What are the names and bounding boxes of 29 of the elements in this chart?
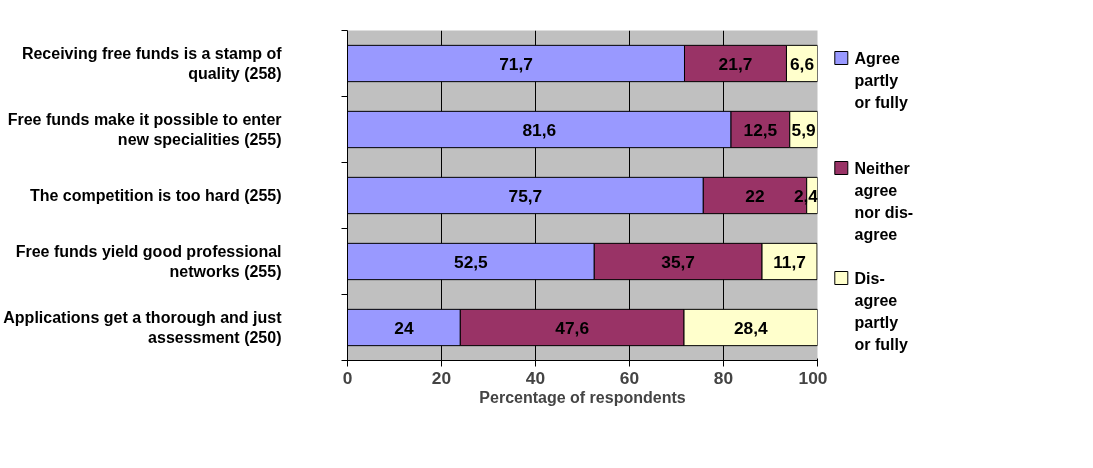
data-label: 28,4 xyxy=(733,317,768,338)
data-label: 5,9 xyxy=(791,119,816,140)
data-label: 6,6 xyxy=(789,53,815,74)
data-label: 71,7 xyxy=(499,53,533,74)
data-label: 21,7 xyxy=(718,53,753,74)
data-label: 24 xyxy=(394,317,414,338)
data-label: 12,5 xyxy=(743,119,778,140)
data-label: 22 xyxy=(745,185,765,206)
data-label: 75,7 xyxy=(508,185,543,206)
data-label: 47,6 xyxy=(555,317,590,338)
legend-label: Neither agree nor dis-agree xyxy=(854,160,914,244)
legend-label: Agree partly or fully xyxy=(854,50,908,112)
data-label: 81,6 xyxy=(522,119,557,140)
legend-label: Dis-agree partly or fully xyxy=(854,270,908,354)
x-tick-label: 80 xyxy=(713,367,734,388)
data-label: 35,7 xyxy=(661,251,696,272)
data-label: 11,7 xyxy=(773,251,806,272)
data-label: 52,5 xyxy=(454,251,489,272)
y-tick-label: Free funds make it possible to enter new specialities (255) xyxy=(7,110,282,149)
y-tick-label: The competition is too hard (255) xyxy=(29,187,282,204)
y-tick-label: Applications get a thorough and just assessment (250) xyxy=(3,308,283,347)
x-axis-title: Percentage of respondents xyxy=(479,388,686,406)
y-tick-label: Free funds yield good professional networks (255) xyxy=(15,242,282,281)
x-tick-label: 100 xyxy=(798,367,828,388)
y-tick-label: Receiving free funds is a stamp of quality (258) xyxy=(21,44,283,83)
x-tick-label: 60 xyxy=(619,367,640,388)
x-tick-label: 20 xyxy=(431,367,452,388)
x-tick-label: 0 xyxy=(342,367,353,388)
x-tick-label: 40 xyxy=(525,367,546,388)
